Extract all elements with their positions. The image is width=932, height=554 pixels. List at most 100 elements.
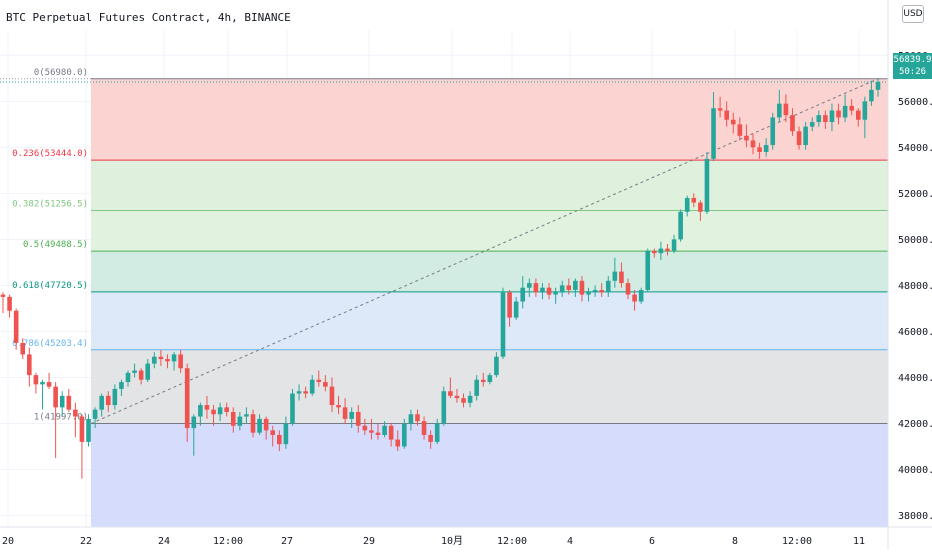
- candle: [507, 290, 512, 327]
- candle: [217, 402, 223, 422]
- x-tick-label: 11: [853, 536, 865, 547]
- candle: [125, 370, 131, 387]
- candle-body: [540, 287, 545, 293]
- candle: [612, 257, 618, 288]
- x-tick-label: 4: [567, 536, 573, 547]
- candle-body: [750, 140, 756, 148]
- fib-level-label: 0.5(49488.5): [23, 240, 88, 250]
- candle: [605, 276, 611, 297]
- fib-band: [91, 160, 888, 211]
- currency-button[interactable]: USD: [902, 5, 924, 23]
- fibonacci-retracement: 0(56980.0) 0.236(53444.0) 0.382(51256.5) 0.…: [0, 68, 888, 527]
- candle-body: [855, 110, 861, 120]
- candle: [329, 377, 335, 412]
- candle-body: [573, 280, 578, 291]
- candle: [842, 94, 848, 123]
- candle: [783, 94, 789, 123]
- candle: [645, 248, 651, 293]
- candle: [73, 402, 78, 438]
- candle-body: [579, 280, 585, 295]
- fib-band: [91, 251, 888, 292]
- candle-body: [480, 379, 486, 383]
- candle: [79, 414, 85, 479]
- candle-body: [0, 294, 6, 297]
- candle: [408, 409, 414, 431]
- candle: [66, 388, 72, 412]
- candle: [777, 89, 782, 123]
- candle-body: [217, 407, 223, 415]
- candle: [717, 96, 723, 118]
- candle-body: [494, 356, 499, 376]
- candle: [191, 414, 197, 456]
- candle-body: [198, 405, 203, 417]
- candle: [138, 368, 144, 385]
- candle: [20, 338, 26, 360]
- candle: [546, 283, 552, 300]
- candle-body: [191, 416, 197, 429]
- candle: [763, 138, 769, 157]
- candle: [270, 425, 276, 447]
- candle: [257, 414, 262, 435]
- candle-body: [119, 382, 124, 389]
- candle-body: [816, 115, 822, 123]
- candle-body: [757, 147, 762, 152]
- candle: [441, 386, 447, 426]
- candle-body: [66, 395, 72, 410]
- candle-body: [645, 250, 651, 291]
- candle: [691, 193, 697, 208]
- candle: [171, 352, 177, 371]
- candle: [684, 195, 690, 217]
- candle: [53, 382, 58, 458]
- candle-body: [803, 126, 808, 146]
- candle-body: [559, 285, 565, 293]
- candle-body: [586, 292, 591, 295]
- candle-body: [7, 296, 12, 311]
- candle: [362, 418, 368, 435]
- candle-body: [770, 117, 776, 146]
- candle-body: [303, 391, 308, 394]
- candle: [500, 287, 506, 360]
- candle: [803, 122, 808, 150]
- candle-body: [638, 290, 644, 302]
- candle: [402, 418, 407, 449]
- candle: [566, 278, 572, 295]
- candle: [375, 423, 381, 440]
- candle-body: [165, 359, 170, 362]
- candle: [105, 391, 111, 412]
- candle: [625, 278, 631, 300]
- candle: [869, 80, 874, 106]
- candle-body: [86, 418, 91, 442]
- candle-body: [658, 248, 664, 254]
- candle: [40, 379, 45, 410]
- candle-body: [599, 290, 604, 293]
- candle: [796, 126, 802, 150]
- candle: [724, 101, 729, 127]
- candle-body: [875, 82, 881, 90]
- candle: [290, 388, 295, 426]
- candle-body: [829, 110, 835, 123]
- y-tick-label: 56000.0: [898, 97, 932, 108]
- candle-body: [612, 271, 618, 281]
- candle: [454, 388, 460, 403]
- candle: [671, 234, 677, 254]
- candle: [573, 278, 578, 297]
- x-tick-label: 6: [649, 536, 655, 547]
- candle: [99, 393, 104, 417]
- candle-body: [763, 145, 769, 152]
- candle: [145, 359, 151, 383]
- candle-body: [842, 105, 848, 118]
- candle-body: [342, 407, 348, 419]
- candle: [342, 398, 348, 424]
- candle: [323, 375, 328, 392]
- candle: [0, 292, 6, 314]
- candle-body: [13, 310, 19, 343]
- candle-body: [849, 105, 854, 111]
- candle-body: [92, 409, 98, 419]
- candle: [198, 402, 203, 426]
- candle-body: [138, 370, 144, 380]
- candle-body: [309, 379, 315, 394]
- candle: [316, 370, 322, 387]
